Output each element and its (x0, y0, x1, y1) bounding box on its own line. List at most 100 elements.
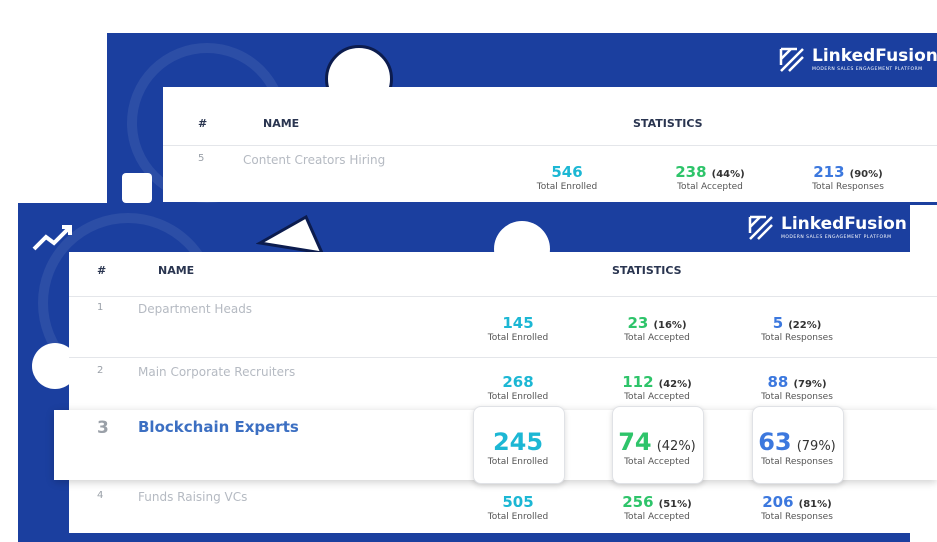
front-table: # NAME STATISTICS 1 Department Heads 145 Total… (69, 252, 937, 533)
stat-label: Total Enrolled (487, 457, 549, 467)
stat-value-line: 256 (51%) (592, 492, 722, 511)
stat: 145 Total Enrolled (453, 313, 583, 343)
stat-number: 145 (502, 314, 534, 332)
row-name: Department Heads (138, 302, 253, 316)
stat-value-line: 238 (44%) (645, 162, 775, 181)
stat-percent: (51%) (658, 499, 692, 510)
stat-label: Total Accepted (624, 512, 690, 522)
brand-name: LinkedFusion (781, 214, 907, 234)
stat-label: Total Responses (761, 392, 833, 402)
stat: 74 (42%) Total Accepted (592, 428, 722, 467)
divider (69, 296, 937, 297)
stat-value-line: 213 (90%) (783, 162, 913, 181)
header-statistics: STATISTICS (633, 117, 703, 130)
stat: 213 (90%) Total Responses (783, 162, 913, 192)
stat-percent: (79%) (796, 439, 836, 454)
stat-number: 88 (767, 373, 789, 391)
stat-label: Total Responses (812, 182, 884, 192)
row-index: 1 (97, 302, 104, 313)
stat: 88 (79%) Total Responses (732, 372, 862, 402)
stat-label: Total Accepted (624, 333, 690, 343)
stat-percent: (42%) (658, 379, 692, 390)
stat-value-line: 112 (42%) (592, 372, 722, 391)
stat-value-line: 546 (502, 162, 632, 181)
stat-value-line: 74 (42%) (592, 428, 722, 456)
logo-icon (779, 47, 804, 72)
stat-number: 268 (502, 373, 534, 391)
header-name: NAME (263, 117, 300, 130)
stat: 238 (44%) Total Accepted (645, 162, 775, 192)
brand-name: LinkedFusion (812, 46, 937, 66)
stat-percent: (79%) (793, 379, 827, 390)
stat-value-line: 5 (22%) (732, 313, 862, 332)
stat-number: 256 (622, 493, 654, 511)
row-name: Content Creators Hiring (243, 153, 386, 167)
divider (163, 145, 937, 146)
stat-label: Total Responses (761, 457, 833, 467)
row-index: 4 (97, 490, 104, 501)
stat-percent: (90%) (849, 169, 883, 180)
row-name: Main Corporate Recruiters (138, 365, 296, 379)
stat-label: Total Enrolled (536, 182, 598, 192)
logo-icon (748, 215, 773, 240)
header-name: NAME (158, 264, 195, 277)
stat-percent: (42%) (656, 439, 696, 454)
stat: 63 (79%) Total Responses (732, 428, 862, 467)
header-statistics: STATISTICS (612, 264, 682, 277)
stat-number: 5 (772, 314, 784, 332)
stat-value-line: 268 (453, 372, 583, 391)
stat-label: Total Enrolled (487, 392, 549, 402)
brand-tagline: MODERN SALES ENGAGEMENT PLATFORM (812, 67, 923, 72)
stat: 505 Total Enrolled (453, 492, 583, 522)
stat-label: Total Enrolled (487, 512, 549, 522)
header-index: # (198, 117, 208, 130)
stat-number: 245 (492, 428, 544, 456)
stat-value-line: 88 (79%) (732, 372, 862, 391)
stat-label: Total Responses (761, 333, 833, 343)
stat-number: 505 (502, 493, 534, 511)
stat: 256 (51%) Total Accepted (592, 492, 722, 522)
stat-number: 238 (675, 163, 707, 181)
stat-number: 23 (627, 314, 649, 332)
icon (122, 173, 152, 203)
stat-percent: (81%) (798, 499, 832, 510)
icon (256, 214, 325, 255)
stat-value-line: 505 (453, 492, 583, 511)
row-name: Blockchain Experts (138, 418, 299, 436)
stat: 23 (16%) Total Accepted (592, 313, 722, 343)
stat-card (473, 406, 565, 484)
stat: 546 Total Enrolled (502, 162, 632, 192)
stat-number: 213 (813, 163, 845, 181)
stat-percent: (44%) (711, 169, 745, 180)
stat-number: 546 (551, 163, 583, 181)
stat-label: Total Enrolled (487, 333, 549, 343)
stat-value-line: 23 (16%) (592, 313, 722, 332)
stat-value-line: 245 (453, 428, 583, 456)
header-index: # (97, 264, 107, 277)
row-index: 3 (97, 418, 109, 438)
stat-label: Total Responses (761, 512, 833, 522)
stat-card (612, 406, 704, 484)
stat-percent: (22%) (788, 320, 822, 331)
divider (69, 357, 937, 358)
stat-value-line: 145 (453, 313, 583, 332)
stat-value-line: 63 (79%) (732, 428, 862, 456)
brand-tagline: MODERN SALES ENGAGEMENT PLATFORM (781, 235, 892, 240)
row-name: Funds Raising VCs (138, 490, 248, 504)
stat-number: 206 (762, 493, 794, 511)
row-index: 5 (198, 153, 205, 164)
stat: 268 Total Enrolled (453, 372, 583, 402)
stat: 112 (42%) Total Accepted (592, 372, 722, 402)
icon (32, 225, 72, 251)
stat-label: Total Accepted (624, 457, 690, 467)
stat: 206 (81%) Total Responses (732, 492, 862, 522)
stat-label: Total Accepted (677, 182, 743, 192)
stat: 245 Total Enrolled (453, 428, 583, 467)
stat-label: Total Accepted (624, 392, 690, 402)
stat-number: 74 (618, 428, 652, 456)
stat-number: 112 (622, 373, 654, 391)
stat-number: 63 (758, 428, 792, 456)
back-table: # NAME STATISTICS 5 Content Creators Hiring 5… (163, 87, 937, 202)
stat-value-line: 206 (81%) (732, 492, 862, 511)
